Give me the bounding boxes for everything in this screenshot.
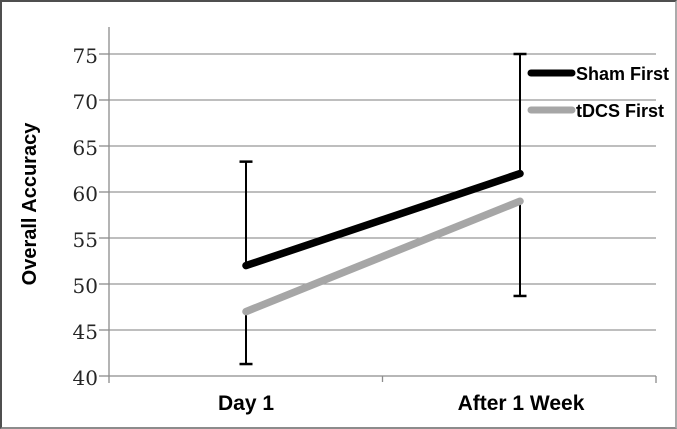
y-tick-label: 50 [72,274,98,298]
y-tick-label: 65 [72,136,98,160]
y-tick-label: 75 [72,44,98,68]
legend-label-sham-first: Sham First [576,64,670,84]
x-axis-label-day-1: Day 1 [217,392,275,415]
series-line-sham-first [242,169,524,270]
series-line-tdcs-first [242,197,524,316]
y-tick-label: 40 [72,366,98,390]
y-tick-label: 60 [72,182,98,206]
y-tick-label: 45 [72,320,98,344]
x-axis-label-after-1-week: After 1 Week [457,392,585,415]
y-tick-label: 55 [72,228,98,252]
legend-label-tdcs-first: tDCS First [576,101,665,121]
y-tick-label: 70 [72,90,98,114]
y-axis-title: Overall Accuracy [19,122,41,286]
